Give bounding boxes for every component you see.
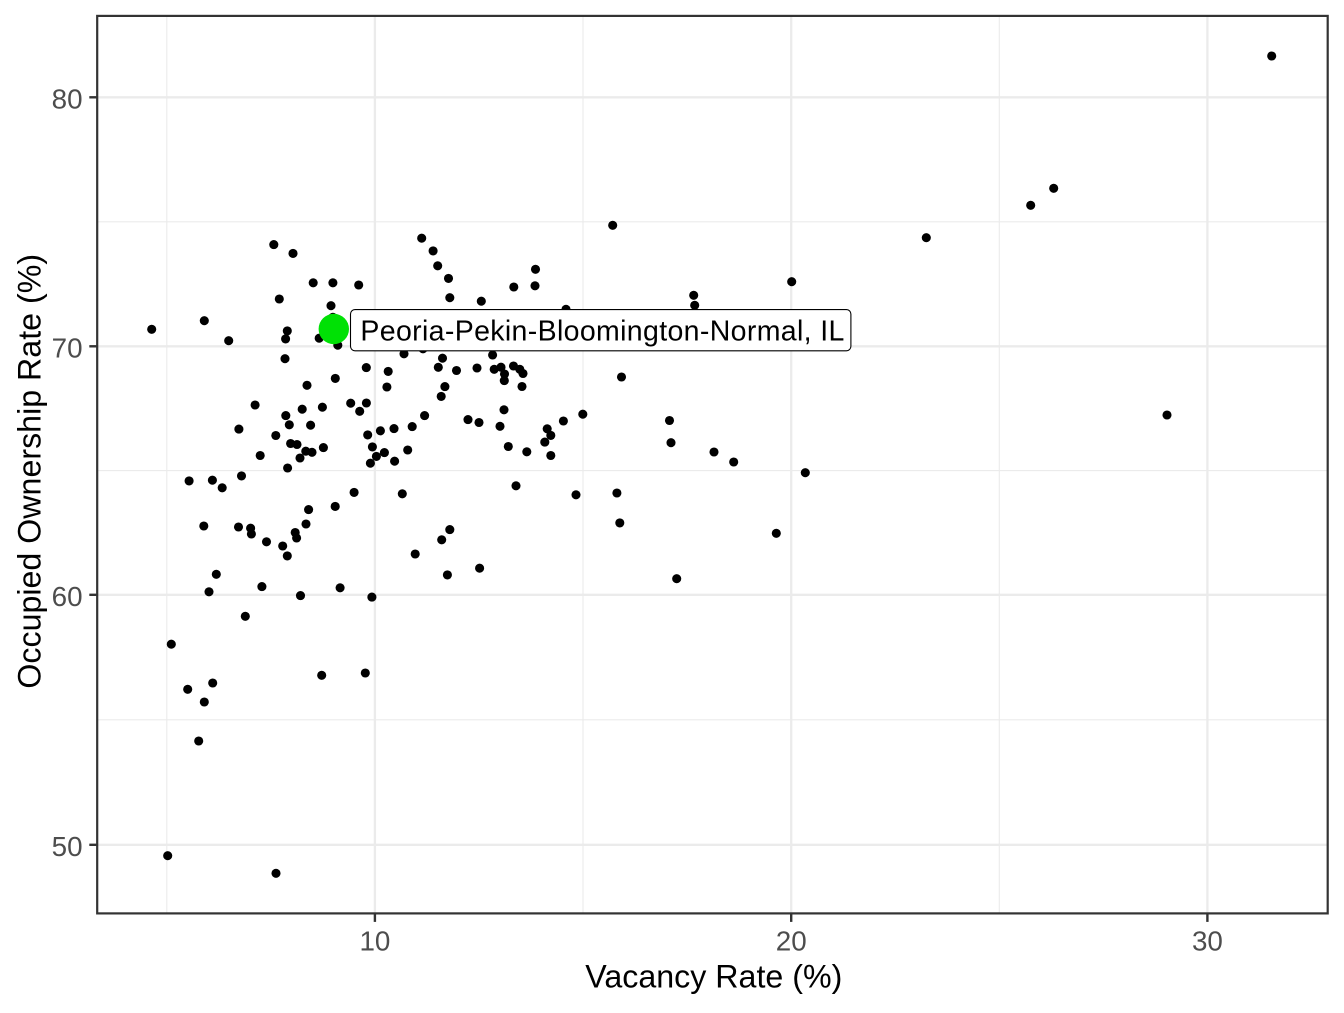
svg-text:80: 80 (52, 83, 83, 114)
svg-text:Vacancy Rate (%): Vacancy Rate (%) (585, 958, 842, 994)
svg-text:10: 10 (359, 926, 390, 957)
svg-text:Occupied Ownership Rate (%): Occupied Ownership Rate (%) (12, 254, 48, 689)
svg-text:Peoria-Pekin-Bloomington-Norma: Peoria-Pekin-Bloomington-Normal, IL (360, 315, 844, 347)
svg-text:70: 70 (52, 332, 83, 363)
svg-text:50: 50 (52, 831, 83, 862)
svg-text:20: 20 (776, 926, 807, 957)
svg-text:60: 60 (52, 581, 83, 612)
svg-text:30: 30 (1192, 926, 1223, 957)
